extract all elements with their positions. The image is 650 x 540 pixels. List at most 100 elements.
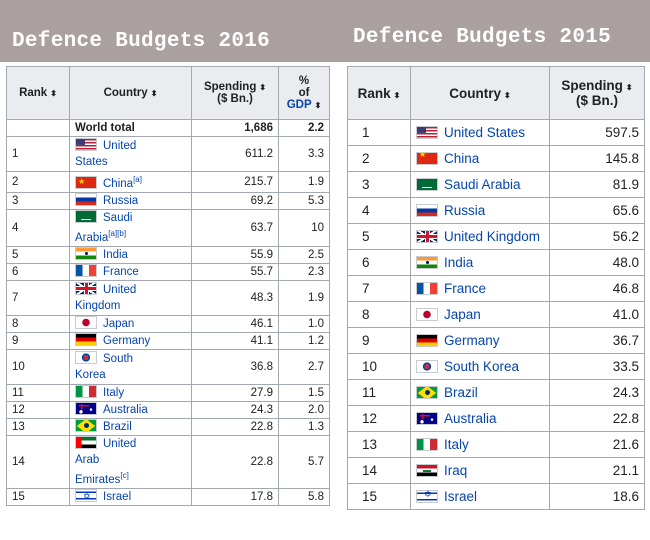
table-row: 1 United States 611.2 3.3 — [6, 136, 330, 172]
country-link[interactable]: China — [103, 177, 134, 190]
country-link[interactable]: United Kingdom — [75, 283, 137, 312]
country-cell: Germany — [410, 327, 550, 354]
country-link[interactable]: Israel — [103, 490, 132, 503]
cn-flag-icon — [416, 150, 438, 165]
rank-cell: 1 — [6, 136, 70, 172]
spending-cell: 611.2 — [191, 136, 279, 172]
sort-icon[interactable]: ⬍ — [150, 89, 158, 98]
country-cell: Saudi Arabia — [410, 171, 550, 198]
gdp-cell: 5.8 — [278, 487, 330, 506]
sort-icon[interactable]: ⬍ — [50, 89, 57, 98]
country-link[interactable]: Germany — [444, 333, 500, 348]
footnote-link[interactable]: [c] — [120, 470, 129, 480]
country-link[interactable]: Italy — [103, 386, 125, 399]
ae-flag-icon — [75, 435, 97, 449]
sort-icon[interactable]: ⬍ — [393, 90, 401, 100]
us-flag-icon — [416, 126, 438, 139]
country-link[interactable]: South Korea — [444, 359, 520, 374]
sort-icon[interactable]: ⬍ — [314, 101, 322, 110]
table-row: 8 Japan 41.0 — [347, 301, 645, 328]
country-link[interactable]: United Arab Emirates — [75, 437, 137, 486]
spending-cell: 48.3 — [191, 279, 279, 316]
au-flag-icon — [75, 401, 97, 415]
spending-cell: 21.1 — [549, 457, 645, 484]
country-cell: France — [69, 262, 192, 281]
kr-flag-icon — [416, 360, 438, 373]
country-link[interactable]: France — [103, 265, 139, 278]
header-gdp[interactable]: % of GDP ⬍ — [278, 66, 330, 120]
table-row: 14 Iraq 21.1 — [347, 457, 645, 484]
country-cell: China — [410, 145, 550, 172]
rank-cell: 12 — [347, 405, 411, 432]
country-link[interactable]: Italy — [444, 437, 469, 452]
fr-flag-icon — [75, 263, 97, 277]
country-link[interactable]: Iraq — [444, 463, 468, 478]
spending-cell: 22.8 — [549, 405, 645, 432]
country-link[interactable]: France — [444, 281, 487, 296]
table-row: 13 Italy 21.6 — [347, 431, 645, 458]
rank-cell: 1 — [347, 119, 411, 146]
country-link[interactable]: Israel — [444, 489, 478, 504]
country-link[interactable]: Saudi Arabia — [75, 211, 133, 244]
spending-cell: 41.1 — [191, 331, 279, 350]
spending-cell: 55.9 — [191, 245, 279, 264]
table-row: 4 Saudi Arabia[a][b] 63.7 10 — [6, 208, 330, 247]
spending-cell: 36.7 — [549, 327, 645, 354]
country-link[interactable]: Russia — [444, 203, 486, 218]
header-rank[interactable]: Rank ⬍ — [6, 66, 70, 120]
sort-icon[interactable]: ⬍ — [259, 83, 267, 92]
spending-cell: 55.7 — [191, 262, 279, 281]
country-link[interactable]: Germany — [103, 334, 151, 347]
gdp-cell: 1.2 — [278, 331, 330, 350]
gdp-cell: 2.7 — [278, 348, 330, 385]
country-link[interactable]: South Korea — [75, 352, 134, 381]
header-spending[interactable]: Spending ⬍ ($ Bn.) — [191, 66, 279, 120]
title-2016: Defence Budgets 2016 — [12, 30, 271, 53]
country-link[interactable]: United States — [75, 140, 137, 168]
footnote-link[interactable]: [a] — [133, 175, 142, 184]
header-spending[interactable]: Spending ⬍ ($ Bn.) — [549, 66, 645, 120]
gdp-cell: 1.5 — [278, 383, 330, 402]
table-row: 3 Russia 69.2 5.3 — [6, 191, 330, 210]
country-cell: China[a] — [69, 171, 192, 193]
country-cell: India — [69, 245, 192, 264]
table-row: 6 India 48.0 — [347, 249, 645, 276]
country-cell: Israel — [410, 483, 550, 510]
country-link[interactable]: Japan — [103, 317, 135, 330]
rank-cell: 2 — [6, 171, 70, 193]
sort-icon[interactable]: ⬍ — [504, 90, 511, 100]
rank-cell: 14 — [347, 457, 411, 484]
table-row: 15 Israel 18.6 — [347, 483, 645, 510]
country-cell: Brazil — [69, 417, 192, 436]
country-link[interactable]: Russia — [103, 194, 139, 207]
sort-icon[interactable]: ⬍ — [625, 83, 633, 92]
country-link[interactable]: United States — [444, 125, 526, 140]
header-rank[interactable]: Rank ⬍ — [347, 66, 411, 120]
rank-cell: 15 — [6, 487, 70, 506]
country-link[interactable]: Saudi Arabia — [444, 177, 521, 192]
spending-cell: 21.6 — [549, 431, 645, 458]
country-link[interactable]: Brazil — [444, 385, 478, 400]
country-cell: Japan — [69, 314, 192, 333]
footnote-link[interactable]: [a][b] — [108, 228, 127, 238]
gdp-link[interactable]: GDP — [286, 99, 312, 111]
country-link[interactable]: Australia — [444, 411, 497, 426]
country-link[interactable]: Australia — [103, 403, 148, 416]
header-country[interactable]: Country ⬍ — [410, 66, 550, 120]
header-country[interactable]: Country ⬍ — [69, 66, 192, 120]
country-link[interactable]: Japan — [444, 307, 481, 322]
country-link[interactable]: India — [444, 255, 474, 270]
table-row: 13 Brazil 22.8 1.3 — [6, 417, 330, 436]
table-row: 3 Saudi Arabia 81.9 — [347, 171, 645, 198]
country-link[interactable]: India — [103, 248, 128, 261]
br-flag-icon — [75, 418, 97, 432]
country-link[interactable]: Brazil — [103, 420, 132, 433]
country-link[interactable]: United Kingdom — [444, 229, 541, 244]
country-link[interactable]: China — [444, 151, 480, 166]
country-cell: United Arab Emirates[c] — [69, 434, 192, 489]
spending-cell: 24.3 — [549, 379, 645, 406]
gdp-cell: 3.3 — [278, 136, 330, 172]
in-flag-icon — [75, 246, 97, 260]
spending-cell: 69.2 — [191, 191, 279, 210]
gdp-cell: 5.3 — [278, 191, 330, 210]
